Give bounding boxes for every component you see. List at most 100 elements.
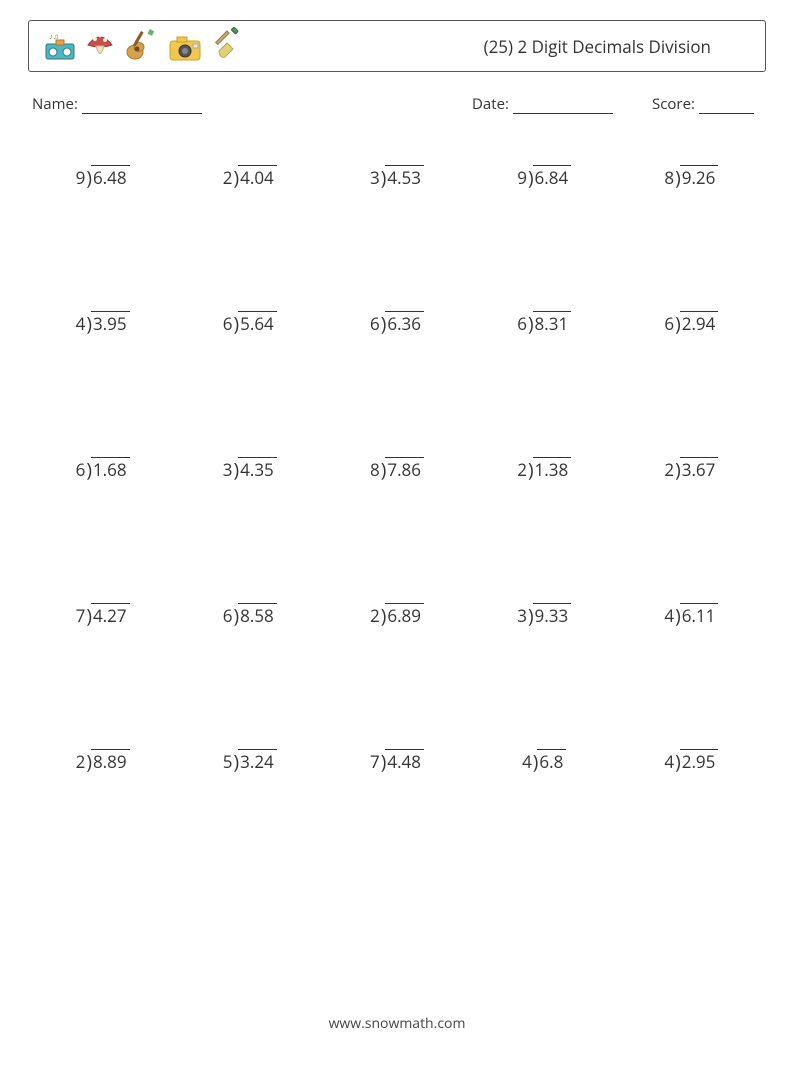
division-problem: 4)2.95 — [623, 748, 760, 774]
long-division: 2)4.04 — [223, 164, 277, 190]
dividend: 6.8 — [537, 749, 566, 773]
dividend: 6.36 — [385, 311, 424, 335]
divisor: 8 — [370, 458, 381, 481]
camera-icon — [167, 33, 203, 68]
long-division: 3)9.33 — [517, 602, 571, 628]
divisor: 6 — [517, 312, 528, 335]
division-problem: 9)6.48 — [34, 164, 171, 190]
long-division: 6)8.31 — [517, 310, 571, 336]
score-blank[interactable] — [699, 113, 754, 114]
division-problem: 2)8.89 — [34, 748, 171, 774]
score-label: Score: — [652, 94, 695, 114]
long-division: 2)6.89 — [370, 602, 424, 628]
dividend: 4.53 — [385, 165, 424, 189]
worksheet-page: ♪♫ — [0, 0, 794, 1073]
date-blank[interactable] — [513, 113, 613, 114]
divisor: 7 — [76, 604, 87, 627]
division-problem: 3)9.33 — [476, 602, 613, 628]
divisor: 2 — [223, 166, 234, 189]
division-bracket: ) — [528, 311, 534, 337]
division-bracket: ) — [234, 457, 240, 483]
worksheet-title: (25) 2 Digit Decimals Division — [484, 35, 751, 58]
division-bracket: ) — [675, 165, 681, 191]
division-bracket: ) — [381, 603, 387, 629]
info-row: Name: Date: Score: — [28, 94, 766, 114]
division-problem: 5)3.24 — [181, 748, 318, 774]
dividend: 6.11 — [680, 603, 719, 627]
division-problem: 2)6.89 — [328, 602, 465, 628]
division-bracket: ) — [528, 165, 534, 191]
name-label: Name: — [32, 94, 78, 114]
long-division: 6)8.58 — [223, 602, 277, 628]
long-division: 6)6.36 — [370, 310, 424, 336]
division-problem: 7)4.27 — [34, 602, 171, 628]
divisor: 2 — [76, 750, 87, 773]
division-problem: 6)1.68 — [34, 456, 171, 482]
division-problem: 6)8.31 — [476, 310, 613, 336]
division-problem: 6)5.64 — [181, 310, 318, 336]
division-bracket: ) — [675, 749, 681, 775]
dividend: 4.04 — [238, 165, 277, 189]
problems-grid: 9)6.482)4.043)4.539)6.848)9.264)3.956)5.… — [28, 144, 766, 814]
division-bracket: ) — [86, 457, 92, 483]
dividend: 2.94 — [680, 311, 719, 335]
dividend: 4.35 — [238, 457, 277, 481]
division-problem: 2)4.04 — [181, 164, 318, 190]
division-problem: 4)3.95 — [34, 310, 171, 336]
division-problem: 6)8.58 — [181, 602, 318, 628]
division-bracket: ) — [86, 749, 92, 775]
long-division: 7)4.48 — [370, 748, 424, 774]
dividend: 1.38 — [533, 457, 572, 481]
mushroom-icon — [85, 29, 115, 68]
footer-url: www.snowmath.com — [329, 1014, 466, 1033]
dividend: 9.33 — [533, 603, 572, 627]
division-bracket: ) — [234, 749, 240, 775]
long-division: 7)4.27 — [76, 602, 130, 628]
svg-text:♪♫: ♪♫ — [49, 31, 59, 42]
divisor: 5 — [223, 750, 234, 773]
division-problem: 7)4.48 — [328, 748, 465, 774]
date-field: Date: — [472, 94, 652, 114]
name-field: Name: — [32, 94, 472, 114]
division-bracket: ) — [528, 603, 534, 629]
long-division: 4)6.8 — [522, 748, 566, 774]
dividend: 6.48 — [91, 165, 130, 189]
division-problem: 3)4.53 — [328, 164, 465, 190]
long-division: 2)1.38 — [517, 456, 571, 482]
divisor: 2 — [664, 458, 675, 481]
footer: www.snowmath.com — [28, 1014, 766, 1053]
dividend: 1.68 — [91, 457, 130, 481]
division-bracket: ) — [675, 603, 681, 629]
dividend: 3.24 — [238, 749, 277, 773]
division-problem: 8)7.86 — [328, 456, 465, 482]
division-bracket: ) — [675, 457, 681, 483]
division-bracket: ) — [234, 603, 240, 629]
long-division: 3)4.53 — [370, 164, 424, 190]
score-field: Score: — [652, 94, 762, 114]
long-division: 9)6.48 — [76, 164, 130, 190]
division-problem: 2)3.67 — [623, 456, 760, 482]
division-bracket: ) — [528, 457, 534, 483]
boombox-icon: ♪♫ — [43, 29, 77, 68]
division-problem: 6)2.94 — [623, 310, 760, 336]
long-division: 9)6.84 — [517, 164, 571, 190]
divisor: 4 — [522, 750, 533, 773]
division-bracket: ) — [86, 603, 92, 629]
divisor: 4 — [76, 312, 87, 335]
dividend: 4.48 — [385, 749, 424, 773]
long-division: 6)2.94 — [664, 310, 718, 336]
header-icons-row: ♪♫ — [43, 25, 241, 68]
divisor: 3 — [517, 604, 528, 627]
division-problem: 6)6.36 — [328, 310, 465, 336]
dividend: 5.64 — [238, 311, 277, 335]
name-blank[interactable] — [82, 113, 202, 114]
division-bracket: ) — [381, 457, 387, 483]
division-problem: 4)6.8 — [476, 748, 613, 774]
divisor: 3 — [223, 458, 234, 481]
long-division: 4)2.95 — [664, 748, 718, 774]
divisor: 9 — [517, 166, 528, 189]
dividend: 2.95 — [680, 749, 719, 773]
dividend: 3.67 — [680, 457, 719, 481]
long-division: 5)3.24 — [223, 748, 277, 774]
division-bracket: ) — [86, 165, 92, 191]
